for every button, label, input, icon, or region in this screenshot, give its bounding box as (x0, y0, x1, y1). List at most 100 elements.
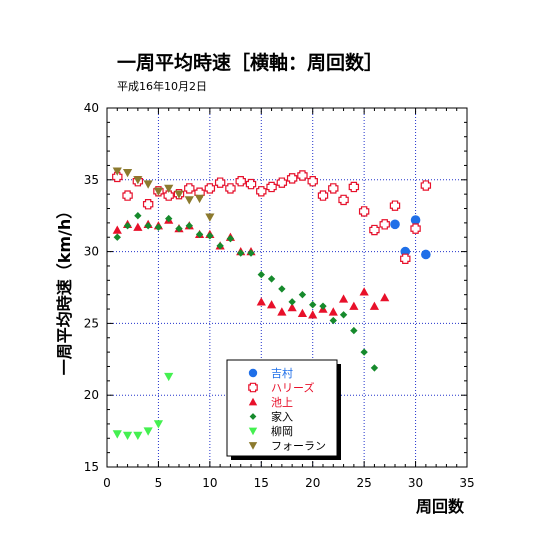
data-point (338, 194, 349, 206)
data-point (247, 249, 255, 257)
data-point (195, 230, 204, 239)
data-point (358, 206, 370, 217)
data-point (112, 171, 123, 183)
data-point (266, 300, 277, 309)
data-point (153, 420, 164, 429)
data-point (144, 222, 152, 230)
data-point (194, 194, 205, 204)
x-axis-title: 周回数 (416, 497, 465, 516)
data-point (308, 310, 318, 319)
data-point (380, 292, 390, 302)
data-point (379, 219, 390, 230)
series-6 (112, 167, 215, 222)
x-tick-label: 35 (459, 476, 474, 490)
data-point (349, 301, 359, 310)
data-point (317, 190, 329, 201)
data-point (266, 181, 277, 193)
data-point (245, 178, 257, 190)
data-point (133, 176, 143, 185)
data-point (350, 326, 358, 335)
x-tick-label: 15 (254, 476, 269, 490)
data-point (175, 224, 183, 233)
series-5 (112, 372, 174, 441)
data-point (288, 298, 296, 306)
data-point (369, 224, 380, 236)
data-point (142, 199, 154, 210)
y-tick-label: 25 (84, 316, 99, 330)
data-point (225, 183, 236, 194)
data-point (163, 190, 174, 201)
data-point (257, 270, 265, 279)
data-point (389, 200, 401, 211)
data-point (297, 308, 308, 318)
axes: 0 5 10 15 20 25 30 35 15 20 25 30 35 40 (84, 101, 475, 490)
data-point (154, 223, 163, 231)
data-point (256, 297, 266, 306)
data-point (297, 170, 308, 181)
data-point (276, 177, 288, 188)
data-point (184, 196, 194, 205)
data-point (286, 173, 298, 184)
series-2 (112, 170, 432, 264)
data-point (112, 167, 122, 176)
y-tick-label: 30 (84, 245, 99, 259)
data-point (369, 301, 380, 310)
data-point (256, 186, 267, 197)
data-point (164, 372, 174, 382)
chart-subtitle: 平成16年10月2日 (117, 80, 207, 93)
legend-label: フォーラン (271, 440, 326, 453)
chart-title: 一周平均時速［横軸：周回数］ (117, 52, 384, 74)
data-point (235, 176, 246, 187)
data-point (390, 219, 400, 230)
data-point (143, 180, 153, 189)
data-point (370, 364, 379, 372)
data-point (328, 307, 338, 316)
data-point (214, 177, 226, 188)
legend-marker (248, 442, 258, 450)
x-tick-label: 25 (357, 476, 372, 490)
data-point (112, 430, 122, 439)
x-tick-label: 10 (202, 476, 217, 490)
data-point (328, 183, 339, 194)
data-point (421, 249, 431, 260)
plot-frame (106, 107, 468, 468)
legend-label: 家入 (271, 410, 293, 424)
series-4 (113, 212, 379, 372)
data-point (339, 311, 348, 319)
data-point (309, 301, 317, 309)
x-tick-label: 20 (305, 476, 320, 490)
legend-box (226, 359, 338, 457)
data-point (122, 168, 133, 178)
legend-label: 吉村 (271, 366, 293, 380)
data-point (153, 187, 164, 196)
data-point (410, 215, 421, 225)
legend-label: ハリーズ (271, 381, 314, 395)
legend-label: 柳岡 (271, 424, 293, 438)
data-point (216, 242, 224, 250)
y-tick-label: 15 (84, 460, 99, 474)
data-point (307, 176, 318, 187)
data-point (204, 183, 216, 194)
data-point (113, 233, 121, 241)
legend-marker (248, 382, 258, 393)
data-point (122, 431, 133, 441)
data-point (226, 234, 235, 243)
data-point (205, 213, 215, 222)
legend-marker (249, 413, 257, 420)
data-points (112, 167, 432, 441)
data-point (123, 222, 132, 230)
x-tick-label: 5 (155, 476, 163, 490)
data-point (267, 275, 276, 283)
data-point (277, 307, 287, 316)
data-point (112, 225, 122, 234)
data-point (329, 316, 337, 325)
data-point (360, 348, 368, 356)
data-point (298, 291, 307, 299)
data-point (185, 222, 193, 230)
x-tick-label: 30 (408, 476, 423, 490)
legend-label: 池上 (271, 396, 293, 409)
data-point (410, 223, 421, 234)
data-point (122, 190, 133, 201)
